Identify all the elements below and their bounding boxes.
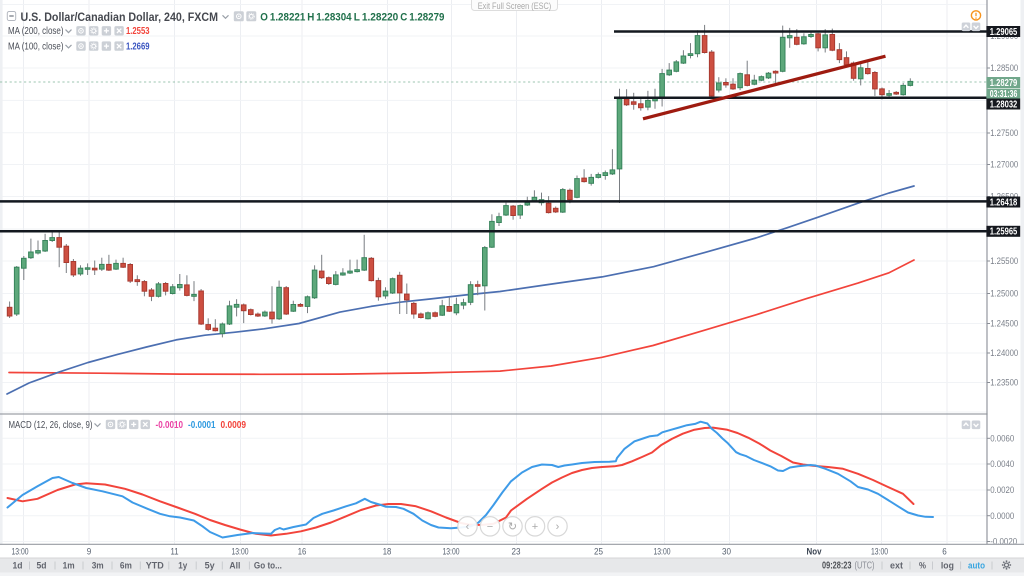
svg-text:Go to...: Go to... <box>254 561 282 572</box>
svg-text:11: 11 <box>171 547 179 558</box>
svg-text:1.27500: 1.27500 <box>990 128 1018 139</box>
svg-text:1d: 1d <box>13 561 23 572</box>
svg-text:MA (100, close): MA (100, close) <box>8 42 64 53</box>
svg-text:13:00: 13:00 <box>12 547 29 558</box>
svg-text:1.24000: 1.24000 <box>990 348 1018 359</box>
svg-text:30: 30 <box>722 547 731 558</box>
svg-text:+: + <box>532 521 538 533</box>
svg-text:-0.0001: -0.0001 <box>188 420 216 431</box>
svg-text:1.28032: 1.28032 <box>990 99 1018 110</box>
svg-text:0.0060: 0.0060 <box>990 434 1014 445</box>
svg-text:(UTC): (UTC) <box>855 561 875 572</box>
svg-text:MACD (12, 26, close, 9): MACD (12, 26, close, 9) <box>9 420 93 431</box>
svg-text:16: 16 <box>298 547 307 558</box>
svg-text:-0.0020: -0.0020 <box>990 537 1017 548</box>
svg-text:Nov: Nov <box>807 547 823 558</box>
svg-text:0.0040: 0.0040 <box>990 459 1014 470</box>
svg-text:1.2669: 1.2669 <box>126 42 150 53</box>
svg-text:1.2553: 1.2553 <box>126 26 150 37</box>
svg-text:3m: 3m <box>92 561 104 572</box>
svg-text:YTD: YTD <box>146 561 164 572</box>
svg-text:C 1.28279: C 1.28279 <box>400 12 444 24</box>
svg-text:23: 23 <box>512 547 521 558</box>
svg-text:All: All <box>229 561 240 572</box>
svg-text:↻: ↻ <box>508 521 517 533</box>
svg-text:ext: ext <box>890 561 904 572</box>
svg-text:1.29065: 1.29065 <box>990 27 1018 38</box>
svg-text:L 1.28220: L 1.28220 <box>354 12 399 24</box>
svg-text:O 1.28221: O 1.28221 <box>260 12 305 24</box>
svg-text:%: % <box>919 561 926 572</box>
svg-text:1.25500: 1.25500 <box>990 256 1018 267</box>
svg-text:25: 25 <box>594 547 603 558</box>
svg-text:6: 6 <box>942 547 947 558</box>
svg-text:auto: auto <box>968 561 985 572</box>
svg-text:Exit Full Screen (ESC): Exit Full Screen (ESC) <box>478 1 552 11</box>
svg-text:5d: 5d <box>37 561 47 572</box>
svg-text:9: 9 <box>87 547 92 558</box>
svg-text:0.0009: 0.0009 <box>221 420 247 431</box>
svg-text:0.0020: 0.0020 <box>990 485 1014 496</box>
svg-text:13:00: 13:00 <box>232 547 249 558</box>
svg-text:03:31:36: 03:31:36 <box>990 89 1018 100</box>
svg-text:MA (200, close): MA (200, close) <box>8 26 64 37</box>
svg-text:-0.0010: -0.0010 <box>156 420 184 431</box>
svg-text:‹: ‹ <box>466 521 470 533</box>
svg-text:H 1.28304: H 1.28304 <box>307 12 352 24</box>
svg-text:U.S. Dollar/Canadian Dollar, 2: U.S. Dollar/Canadian Dollar, 240, FXCM <box>21 11 219 24</box>
svg-text:13:00: 13:00 <box>871 547 888 558</box>
svg-text:1.25000: 1.25000 <box>990 289 1018 300</box>
svg-text:›: › <box>556 521 560 533</box>
svg-text:1.25965: 1.25965 <box>990 227 1018 238</box>
svg-text:18: 18 <box>383 547 392 558</box>
svg-text:1.23500: 1.23500 <box>990 378 1018 389</box>
svg-text:1m: 1m <box>63 561 75 572</box>
svg-text:1y: 1y <box>178 561 188 572</box>
svg-text:1.26418: 1.26418 <box>990 197 1018 208</box>
svg-text:09:28:23: 09:28:23 <box>822 561 852 572</box>
svg-text:0.0000: 0.0000 <box>990 511 1014 522</box>
svg-text:log: log <box>941 561 954 572</box>
svg-text:1.27000: 1.27000 <box>990 160 1018 171</box>
svg-text:5y: 5y <box>205 561 216 572</box>
svg-text:13:00: 13:00 <box>654 547 671 558</box>
svg-text:13:00: 13:00 <box>443 547 460 558</box>
svg-text:1.24500: 1.24500 <box>990 319 1018 330</box>
svg-text:6m: 6m <box>120 561 132 572</box>
svg-text:1.28279: 1.28279 <box>990 78 1018 89</box>
svg-text:1.28500: 1.28500 <box>990 63 1018 74</box>
svg-text:−: − <box>487 521 493 533</box>
